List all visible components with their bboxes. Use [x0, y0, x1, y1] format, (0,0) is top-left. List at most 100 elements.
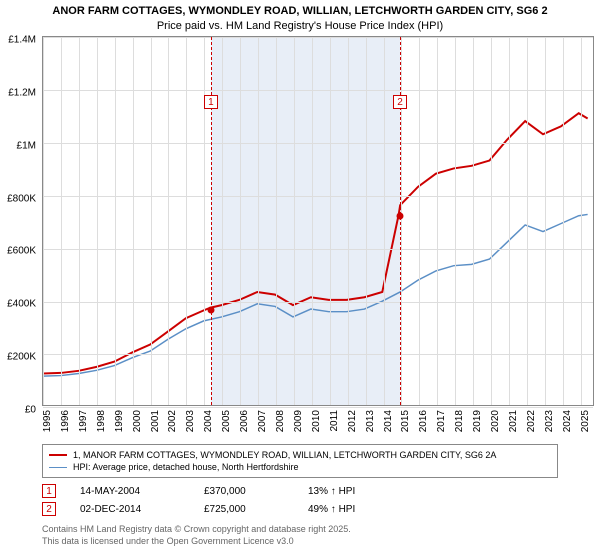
legend-swatch	[49, 467, 67, 469]
y-tick-label: £400K	[7, 299, 36, 310]
gridline-h	[43, 354, 593, 355]
gridline-v	[61, 37, 62, 405]
plot-area: 12	[42, 36, 594, 406]
gridline-v	[384, 37, 385, 405]
x-tick-label: 1998	[96, 410, 107, 432]
gridline-v	[491, 37, 492, 405]
gridline-v	[581, 37, 582, 405]
event-dot-2	[397, 212, 404, 219]
x-axis: 1995 1996 1997 1998 1999 2000 2001 2002 2003 2004…	[42, 406, 594, 438]
gridline-v	[330, 37, 331, 405]
x-tick-label: 1995	[42, 410, 53, 432]
x-tick-label: 2007	[257, 410, 268, 432]
gridline-v	[312, 37, 313, 405]
gridline-h	[43, 249, 593, 250]
footer-line-1: Contains HM Land Registry data © Crown c…	[42, 524, 558, 536]
legend-label: HPI: Average price, detached house, Nort…	[73, 462, 298, 472]
chart-subtitle: Price paid vs. HM Land Registry's House …	[0, 20, 600, 36]
x-tick-label: 1996	[60, 410, 71, 432]
y-tick-label: £1M	[17, 140, 36, 151]
x-tick-label: 2003	[185, 410, 196, 432]
event-price: £370,000	[204, 486, 284, 497]
event-row: 2 02-DEC-2014 £725,000 49% ↑ HPI	[42, 500, 558, 518]
event-delta: 13% ↑ HPI	[308, 486, 355, 497]
chart-container: ANOR FARM COTTAGES, WYMONDLEY ROAD, WILL…	[0, 0, 600, 560]
event-line-2	[400, 37, 401, 405]
x-tick-label: 2008	[275, 410, 286, 432]
gridline-h	[43, 302, 593, 303]
x-tick-label: 2009	[293, 410, 304, 432]
y-tick-label: £800K	[7, 193, 36, 204]
x-tick-label: 2022	[526, 410, 537, 432]
x-tick-label: 2021	[508, 410, 519, 432]
gridline-v	[419, 37, 420, 405]
gridline-h	[43, 37, 593, 38]
y-tick-label: £1.4M	[8, 35, 36, 46]
legend: 1, MANOR FARM COTTAGES, WYMONDLEY ROAD, …	[42, 444, 558, 478]
gridline-h	[43, 90, 593, 91]
x-tick-label: 2004	[203, 410, 214, 432]
gridline-v	[473, 37, 474, 405]
gridline-v	[509, 37, 510, 405]
event-marker-2: 2	[393, 95, 407, 109]
gridline-v	[43, 37, 44, 405]
gridline-v	[258, 37, 259, 405]
x-tick-label: 1999	[114, 410, 125, 432]
gridline-v	[151, 37, 152, 405]
gridline-v	[348, 37, 349, 405]
legend-swatch	[49, 454, 67, 456]
x-tick-label: 2006	[239, 410, 250, 432]
gridline-v	[240, 37, 241, 405]
chart-lines	[43, 37, 593, 405]
event-table: 1 14-MAY-2004 £370,000 13% ↑ HPI 2 02-DEC-201…	[42, 482, 558, 518]
x-tick-label: 2000	[132, 410, 143, 432]
x-tick-label: 2010	[311, 410, 322, 432]
event-price: £725,000	[204, 504, 284, 515]
x-tick-label: 2015	[400, 410, 411, 432]
gridline-h	[43, 196, 593, 197]
x-tick-label: 2002	[167, 410, 178, 432]
event-row-marker: 1	[42, 484, 56, 498]
gridline-v	[204, 37, 205, 405]
x-tick-label: 2017	[436, 410, 447, 432]
legend-row: 1, MANOR FARM COTTAGES, WYMONDLEY ROAD, …	[49, 449, 551, 461]
y-axis: £0£200K£400K£600K£800K£1M£1.2M£1.4M	[0, 40, 40, 410]
gridline-v	[222, 37, 223, 405]
event-date: 14-MAY-2004	[80, 486, 180, 497]
x-tick-label: 2014	[383, 410, 394, 432]
x-tick-label: 2016	[418, 410, 429, 432]
event-row-marker: 2	[42, 502, 56, 516]
gridline-v	[186, 37, 187, 405]
x-tick-label: 2025	[580, 410, 591, 432]
legend-label: 1, MANOR FARM COTTAGES, WYMONDLEY ROAD, …	[73, 450, 496, 460]
x-tick-label: 2012	[347, 410, 358, 432]
gridline-v	[545, 37, 546, 405]
series-hpi	[43, 215, 588, 377]
event-line-1	[211, 37, 212, 405]
gridline-v	[276, 37, 277, 405]
y-tick-label: £0	[25, 405, 36, 416]
y-tick-label: £200K	[7, 352, 36, 363]
event-dot-1	[207, 306, 214, 313]
x-tick-label: 2018	[454, 410, 465, 432]
legend-row: HPI: Average price, detached house, Nort…	[49, 461, 551, 473]
gridline-v	[366, 37, 367, 405]
x-tick-label: 2019	[472, 410, 483, 432]
gridline-v	[168, 37, 169, 405]
gridline-v	[294, 37, 295, 405]
gridline-h	[43, 143, 593, 144]
x-tick-label: 1997	[78, 410, 89, 432]
event-delta: 49% ↑ HPI	[308, 504, 355, 515]
gridline-v	[455, 37, 456, 405]
y-tick-label: £1.2M	[8, 87, 36, 98]
event-date: 02-DEC-2014	[80, 504, 180, 515]
gridline-v	[79, 37, 80, 405]
gridline-v	[437, 37, 438, 405]
x-tick-label: 2001	[150, 410, 161, 432]
x-tick-label: 2005	[221, 410, 232, 432]
x-tick-label: 2011	[329, 410, 340, 432]
event-row: 1 14-MAY-2004 £370,000 13% ↑ HPI	[42, 482, 558, 500]
x-tick-label: 2024	[562, 410, 573, 432]
x-tick-label: 2013	[365, 410, 376, 432]
footer-line-2: This data is licensed under the Open Gov…	[42, 536, 558, 548]
